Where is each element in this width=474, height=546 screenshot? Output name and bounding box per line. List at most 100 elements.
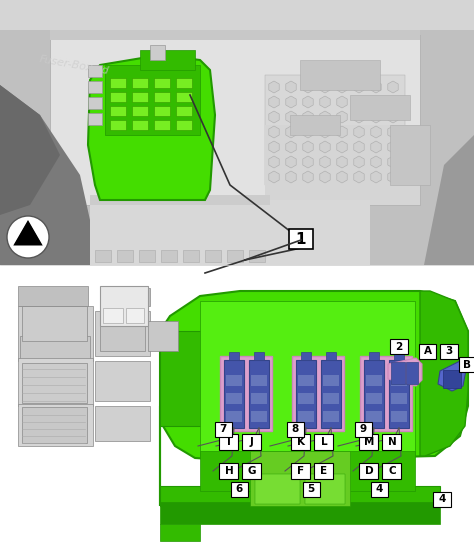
FancyBboxPatch shape bbox=[419, 344, 436, 359]
Bar bbox=[249, 360, 269, 428]
Bar bbox=[0, 0, 474, 30]
Bar bbox=[148, 321, 178, 351]
Text: 4: 4 bbox=[438, 495, 446, 505]
FancyBboxPatch shape bbox=[433, 492, 451, 507]
Bar bbox=[290, 115, 340, 135]
FancyBboxPatch shape bbox=[390, 339, 408, 354]
Polygon shape bbox=[0, 85, 100, 265]
Bar bbox=[369, 352, 379, 360]
Bar bbox=[443, 370, 461, 388]
Bar bbox=[132, 92, 148, 102]
Text: F: F bbox=[298, 466, 305, 476]
Bar bbox=[251, 375, 267, 386]
Text: 1: 1 bbox=[296, 232, 306, 246]
Bar bbox=[406, 362, 418, 384]
Polygon shape bbox=[420, 291, 468, 456]
Bar bbox=[298, 411, 314, 422]
Bar bbox=[298, 393, 314, 404]
Text: M: M bbox=[364, 437, 374, 447]
Bar bbox=[139, 250, 155, 262]
Bar bbox=[161, 250, 177, 262]
Bar bbox=[154, 78, 170, 88]
Bar bbox=[105, 65, 200, 135]
FancyBboxPatch shape bbox=[355, 422, 372, 437]
Text: 4: 4 bbox=[375, 484, 383, 495]
FancyBboxPatch shape bbox=[219, 434, 238, 450]
Bar bbox=[132, 120, 148, 130]
Text: G: G bbox=[248, 466, 256, 476]
Bar bbox=[227, 250, 243, 262]
Bar bbox=[220, 356, 272, 431]
Bar bbox=[229, 352, 239, 360]
Bar bbox=[350, 95, 410, 120]
Bar bbox=[18, 358, 93, 406]
Bar bbox=[88, 113, 102, 125]
FancyBboxPatch shape bbox=[359, 463, 378, 479]
Bar bbox=[226, 411, 242, 422]
Bar bbox=[100, 286, 148, 326]
Bar bbox=[265, 125, 420, 205]
Bar bbox=[110, 120, 126, 130]
Text: J: J bbox=[250, 437, 254, 447]
Bar bbox=[95, 361, 150, 401]
Bar bbox=[90, 200, 370, 265]
FancyBboxPatch shape bbox=[289, 229, 313, 249]
Text: N: N bbox=[388, 437, 396, 447]
Bar bbox=[255, 474, 300, 504]
Bar bbox=[132, 78, 148, 88]
Bar bbox=[176, 120, 192, 130]
FancyBboxPatch shape bbox=[215, 422, 232, 437]
Bar bbox=[95, 311, 150, 356]
Bar bbox=[18, 286, 88, 306]
Bar bbox=[200, 301, 415, 456]
Bar bbox=[360, 356, 412, 431]
Bar bbox=[22, 363, 87, 403]
Bar bbox=[110, 106, 126, 116]
Bar bbox=[110, 78, 126, 88]
Text: A: A bbox=[423, 347, 431, 357]
Bar bbox=[300, 60, 380, 90]
Bar bbox=[390, 125, 430, 185]
Bar bbox=[95, 250, 111, 262]
Bar bbox=[251, 411, 267, 422]
Bar bbox=[110, 92, 126, 102]
FancyBboxPatch shape bbox=[231, 482, 248, 497]
Bar bbox=[100, 288, 150, 306]
Text: 3: 3 bbox=[446, 347, 453, 357]
Bar bbox=[50, 35, 420, 205]
Bar bbox=[50, 30, 420, 40]
FancyBboxPatch shape bbox=[303, 482, 320, 497]
Bar bbox=[366, 393, 382, 404]
FancyBboxPatch shape bbox=[291, 463, 310, 479]
Bar bbox=[22, 306, 87, 341]
Text: 7: 7 bbox=[219, 424, 227, 435]
Bar bbox=[298, 375, 314, 386]
Bar bbox=[154, 106, 170, 116]
Bar bbox=[200, 451, 415, 491]
Bar bbox=[292, 356, 344, 431]
Bar bbox=[95, 406, 150, 441]
FancyBboxPatch shape bbox=[440, 344, 458, 359]
Bar bbox=[251, 393, 267, 404]
Bar bbox=[389, 360, 409, 428]
Bar bbox=[176, 92, 192, 102]
Bar bbox=[305, 474, 345, 504]
Bar bbox=[226, 393, 242, 404]
Text: L: L bbox=[321, 437, 328, 447]
Text: Fuser-Box.sd: Fuser-Box.sd bbox=[38, 54, 109, 76]
Bar bbox=[132, 106, 148, 116]
Text: E: E bbox=[320, 466, 328, 476]
Bar bbox=[22, 407, 87, 443]
Bar bbox=[323, 375, 339, 386]
FancyBboxPatch shape bbox=[382, 434, 401, 450]
Bar bbox=[249, 250, 265, 262]
Bar bbox=[103, 308, 123, 323]
Text: B: B bbox=[463, 359, 471, 370]
Bar bbox=[0, 265, 474, 546]
Bar bbox=[183, 250, 199, 262]
Polygon shape bbox=[160, 291, 468, 506]
Bar bbox=[301, 352, 311, 360]
Bar bbox=[321, 360, 341, 428]
Bar bbox=[391, 362, 405, 384]
Bar bbox=[140, 50, 195, 70]
